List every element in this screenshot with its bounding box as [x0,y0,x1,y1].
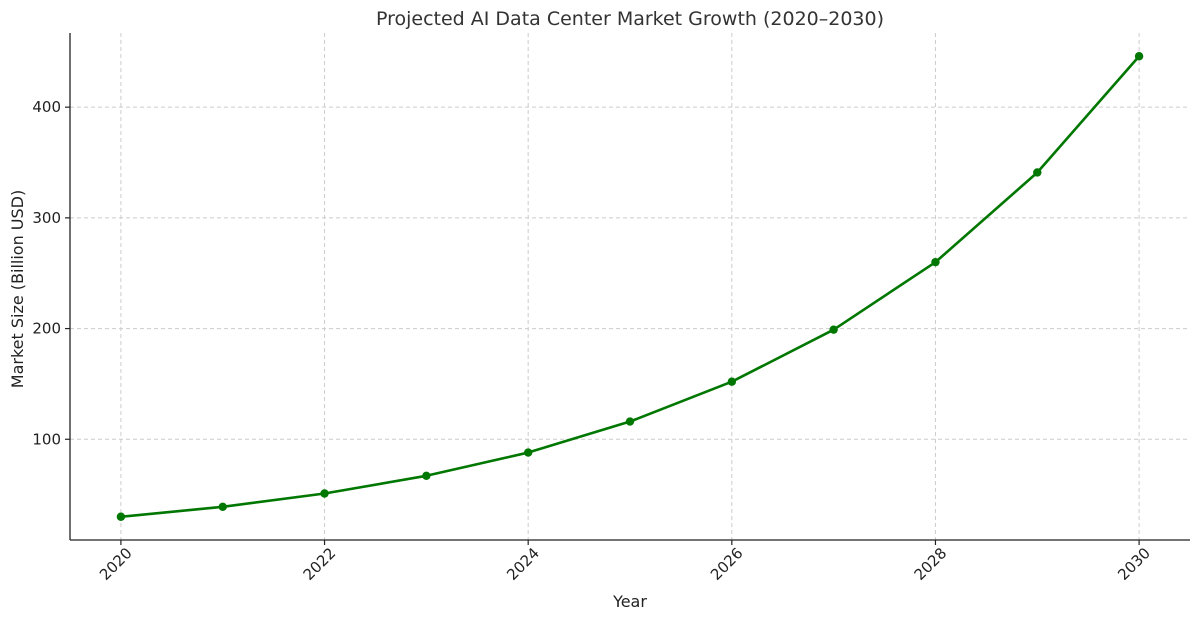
data-point [727,377,737,386]
data-point [931,257,940,267]
data-point [829,325,838,334]
data-point [523,448,533,457]
grid [70,33,1190,540]
y-ticks: 100 200 300 400 [32,98,70,448]
data-point [116,512,126,521]
data-point [422,471,431,480]
y-tick-label: 200 [32,320,61,338]
data-point [218,502,227,511]
x-tick-label: 2024 [503,544,543,584]
y-axis-label: Market Size (Billion USD) [8,190,27,388]
x-axis-label: Year [612,592,647,611]
data-point [1134,52,1144,61]
series [116,52,1144,521]
x-tick-label: 2026 [707,544,747,584]
y-tick-label: 400 [32,98,61,116]
data-point [625,417,635,426]
y-tick-label: 100 [32,430,61,448]
x-tick-label: 2030 [1114,544,1154,584]
x-tick-label: 2028 [911,544,951,584]
data-point [1033,168,1042,177]
x-ticks: 2020 2022 2024 2026 2028 2030 [96,540,1154,584]
chart-title: Projected AI Data Center Market Growth (… [376,8,884,30]
data-point [320,489,329,498]
y-tick-label: 300 [32,209,61,227]
x-tick-label: 2020 [96,544,136,584]
axes [69,33,1190,541]
series-line [120,55,1141,519]
x-tick-label: 2022 [300,544,340,584]
